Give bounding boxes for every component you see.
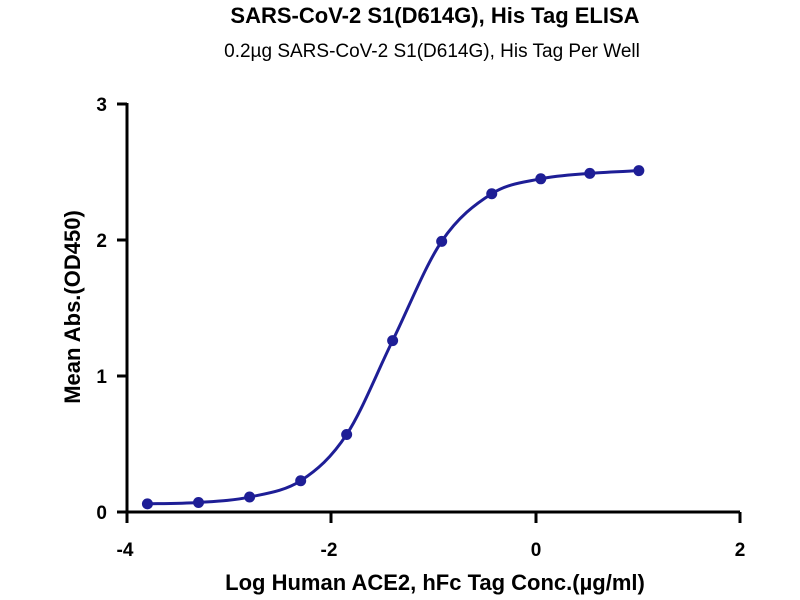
data-point [193, 496, 205, 508]
data-point [141, 498, 153, 510]
data-point [244, 491, 256, 503]
chart-title: SARS-CoV-2 S1(D614G), His Tag ELISA [230, 3, 639, 28]
plot-area: 3 2 1 0 -4 -2 0 2 [96, 95, 745, 561]
data-point [535, 173, 547, 185]
x-axis-label: Log Human ACE2, hFc Tag Conc.(µg/ml) [225, 570, 645, 595]
data-point [584, 167, 596, 179]
data-point [633, 165, 645, 177]
data-point [436, 235, 448, 247]
data-point [486, 188, 498, 200]
x-tick-label: -4 [117, 540, 134, 561]
chart-subtitle: 0.2µg SARS-CoV-2 S1(D614G), His Tag Per … [224, 41, 640, 62]
y-tick-label: 1 [96, 367, 107, 388]
x-tick-label: 0 [531, 540, 542, 561]
y-tick-label: 3 [96, 95, 107, 116]
y-axis-label: Mean Abs.(OD450) [60, 210, 85, 404]
y-tick-label: 2 [96, 231, 107, 252]
y-tick-label: 0 [96, 503, 107, 524]
data-point [341, 428, 353, 440]
data-point [295, 475, 307, 487]
x-axis: -4 -2 0 2 [117, 510, 746, 561]
data-points [141, 165, 645, 510]
x-tick-label: -2 [321, 540, 338, 561]
data-point [387, 335, 399, 347]
y-axis: 3 2 1 0 [96, 95, 129, 524]
x-tick-label: 2 [735, 540, 746, 561]
